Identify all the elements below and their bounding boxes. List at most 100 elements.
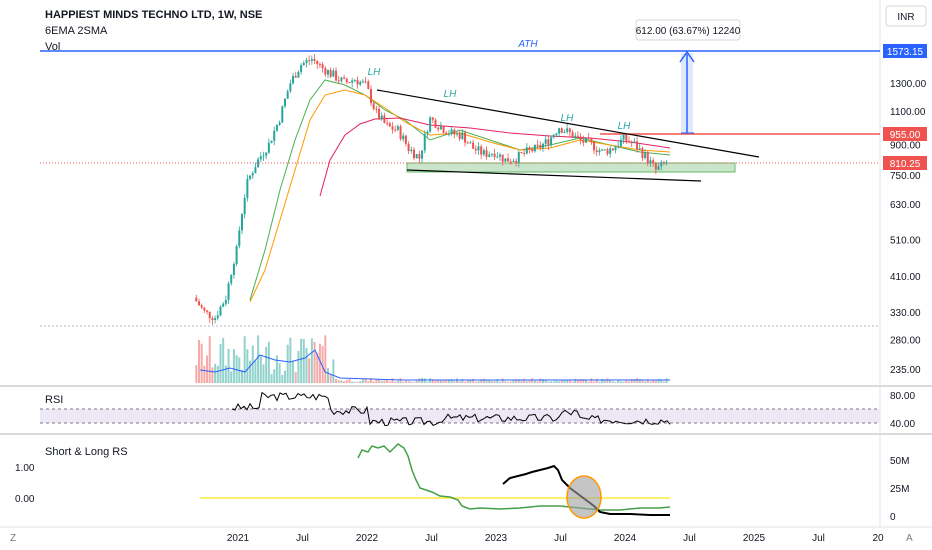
volume-bar: [536, 381, 539, 383]
volume-bar: [353, 381, 356, 383]
candle-body: [566, 128, 569, 132]
candles: [195, 54, 668, 325]
upper-trendline[interactable]: [376, 89, 760, 158]
volume-bar: [286, 344, 289, 383]
volume-bar: [480, 379, 483, 383]
candle-body: [421, 150, 424, 159]
candle-body: [649, 160, 652, 164]
candle-body: [641, 148, 644, 159]
candle-body: [536, 144, 539, 146]
volume-bar: [367, 381, 370, 383]
candle-body: [321, 64, 324, 69]
candle-body: [337, 80, 340, 82]
candle-body: [375, 108, 378, 110]
candle-body: [453, 129, 456, 135]
volume-bar: [216, 365, 219, 383]
candle-body: [431, 117, 434, 120]
price-axis[interactable]: 1300.00 1100.00 900.00 750.00 630.00 510.00 41…: [890, 79, 927, 376]
volume-bar: [410, 381, 413, 383]
rsi-line: [231, 391, 671, 427]
candle-body: [332, 70, 335, 77]
price-tick-label: 750.00: [890, 171, 921, 182]
volume-bar: [496, 379, 499, 383]
support-zone[interactable]: [406, 162, 736, 173]
zoom-button[interactable]: Z: [10, 533, 16, 544]
resistance-price-value: 955.00: [890, 130, 921, 141]
candle-body: [611, 148, 614, 151]
candle-body: [394, 129, 397, 131]
volume-bar: [251, 345, 254, 383]
volume-bar: [617, 380, 620, 383]
currency-button[interactable]: [885, 5, 927, 27]
volume-bar: [541, 378, 544, 383]
candle-body: [240, 214, 243, 231]
candle-body: [595, 150, 598, 153]
volume-bar: [423, 378, 426, 383]
volume-bar: [219, 344, 222, 383]
candle-body: [517, 152, 520, 163]
lh-annotation-3: LH: [561, 113, 575, 124]
rsi-band: [40, 409, 880, 423]
candle-body: [224, 300, 227, 304]
candle-body: [590, 138, 593, 142]
volume-bar: [345, 379, 348, 383]
volume-bar: [415, 380, 418, 383]
candle-body: [574, 135, 577, 138]
price-tick-label: 235.00: [890, 365, 921, 376]
auto-scale-button[interactable]: A: [906, 533, 913, 544]
rs-vol-tick-50m: 50M: [890, 456, 909, 467]
volume-bar: [544, 379, 547, 383]
volume-bar: [566, 379, 569, 383]
crossover-highlight[interactable]: [566, 475, 602, 519]
time-tick-label: Jul: [683, 533, 696, 544]
volume-bar: [472, 378, 475, 383]
volume-bar: [439, 380, 442, 383]
candle-body: [455, 133, 458, 135]
time-tick-label: 2024: [614, 533, 637, 544]
volume-bar: [369, 378, 372, 383]
candle-body: [286, 91, 289, 99]
candle-body: [587, 137, 590, 139]
candle-body: [533, 144, 536, 152]
volume-bar: [558, 381, 561, 383]
lower-trendline[interactable]: [406, 169, 702, 182]
candle-body: [243, 197, 246, 215]
candle-body: [571, 132, 574, 138]
volume-bars: [195, 335, 668, 383]
volume-bar: [318, 343, 321, 383]
volume-bar: [197, 339, 200, 383]
current-price-value: 810.25: [890, 159, 921, 170]
volume-bar: [576, 379, 579, 383]
candle-body: [579, 136, 582, 140]
volume-bar: [582, 379, 585, 383]
candle-body: [410, 149, 413, 152]
volume-bar: [660, 380, 663, 383]
candle-body: [391, 126, 394, 130]
volume-bar: [455, 378, 458, 383]
volume-bar: [574, 378, 577, 383]
volume-bar: [644, 381, 647, 383]
candle-body: [203, 307, 206, 311]
volume-bar: [515, 379, 518, 383]
candle-body: [195, 297, 198, 302]
candle-body: [361, 81, 364, 83]
volume-bar: [474, 381, 477, 383]
volume-bar: [646, 379, 649, 383]
candle-body: [593, 141, 596, 151]
candle-body: [388, 123, 391, 127]
candle-body: [627, 141, 630, 143]
time-tick-label: Jul: [296, 533, 309, 544]
volume-bar: [281, 374, 284, 383]
volume-bar: [399, 378, 402, 383]
time-axis[interactable]: 2021 Jul 2022 Jul 2023 Jul 2024 Jul 2025 Jul 20: [227, 533, 884, 544]
candle-body: [498, 154, 501, 157]
candle-body: [197, 301, 200, 306]
indicator-label-vol: Vol: [45, 41, 60, 53]
candle-body: [528, 147, 531, 150]
volume-bar: [603, 379, 606, 383]
candle-body: [369, 89, 372, 104]
ath-annotation: ATH: [517, 39, 538, 50]
volume-bar: [590, 378, 593, 383]
arrow-head-icon: [679, 50, 695, 63]
